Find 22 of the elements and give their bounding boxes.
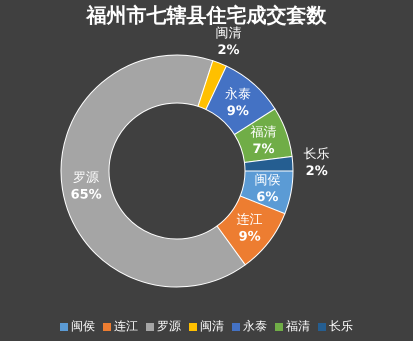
slice-label: 福清: [250, 124, 277, 140]
legend-label: 闽清: [200, 318, 224, 335]
slice-label: 罗源: [73, 170, 100, 186]
legend-label: 闽侯: [71, 318, 95, 335]
slice-label: 永泰: [224, 86, 251, 102]
data-label: 65%: [70, 187, 102, 202]
data-label: 2%: [306, 164, 328, 180]
legend-label: 永泰: [243, 318, 267, 335]
slice-label: 长乐: [304, 147, 330, 162]
legend-label: 罗源: [157, 318, 181, 335]
legend-label: 福清: [286, 318, 310, 335]
slice-label: 闽侯: [254, 173, 280, 188]
slice-label: 闽清: [216, 26, 242, 41]
data-label: 6%: [256, 190, 278, 206]
legend-label: 连江: [114, 318, 138, 335]
data-label: 9%: [238, 229, 261, 244]
legend-label: 长乐: [329, 318, 353, 335]
slice-label: 连江: [236, 212, 263, 228]
data-label: 9%: [226, 104, 249, 119]
chart-title: 福州市七辖县住宅成交套数: [84, 2, 328, 27]
data-label: 7%: [252, 142, 275, 157]
data-label: 2%: [218, 42, 240, 58]
